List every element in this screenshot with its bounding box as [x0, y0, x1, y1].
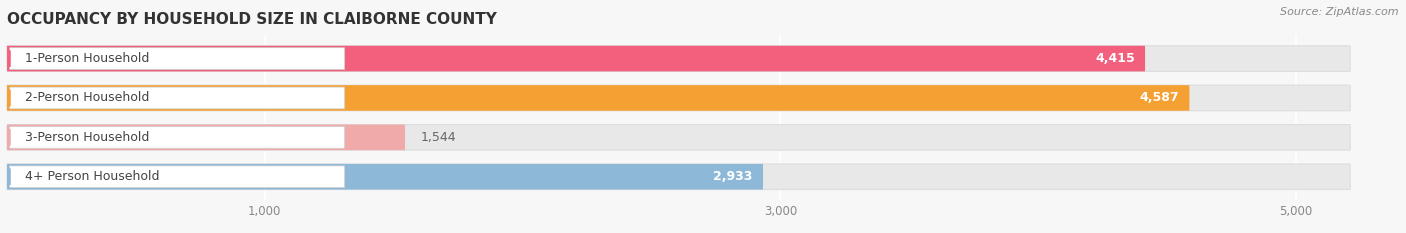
- FancyBboxPatch shape: [7, 85, 1350, 111]
- FancyBboxPatch shape: [10, 48, 344, 69]
- Text: 4,587: 4,587: [1139, 92, 1180, 104]
- Text: 2,933: 2,933: [713, 170, 752, 183]
- Text: 4,415: 4,415: [1095, 52, 1135, 65]
- Text: 4+ Person Household: 4+ Person Household: [25, 170, 160, 183]
- FancyBboxPatch shape: [7, 46, 1350, 71]
- Text: Source: ZipAtlas.com: Source: ZipAtlas.com: [1281, 7, 1399, 17]
- FancyBboxPatch shape: [7, 46, 1144, 71]
- Text: OCCUPANCY BY HOUSEHOLD SIZE IN CLAIBORNE COUNTY: OCCUPANCY BY HOUSEHOLD SIZE IN CLAIBORNE…: [7, 12, 496, 27]
- Text: 1,544: 1,544: [420, 131, 456, 144]
- Text: 2-Person Household: 2-Person Household: [25, 92, 149, 104]
- FancyBboxPatch shape: [10, 87, 344, 109]
- FancyBboxPatch shape: [7, 125, 405, 150]
- FancyBboxPatch shape: [7, 164, 763, 190]
- Text: 3-Person Household: 3-Person Household: [25, 131, 149, 144]
- Text: 1-Person Household: 1-Person Household: [25, 52, 149, 65]
- FancyBboxPatch shape: [10, 127, 344, 148]
- FancyBboxPatch shape: [10, 166, 344, 188]
- FancyBboxPatch shape: [7, 164, 1350, 190]
- FancyBboxPatch shape: [7, 85, 1189, 111]
- FancyBboxPatch shape: [7, 125, 1350, 150]
